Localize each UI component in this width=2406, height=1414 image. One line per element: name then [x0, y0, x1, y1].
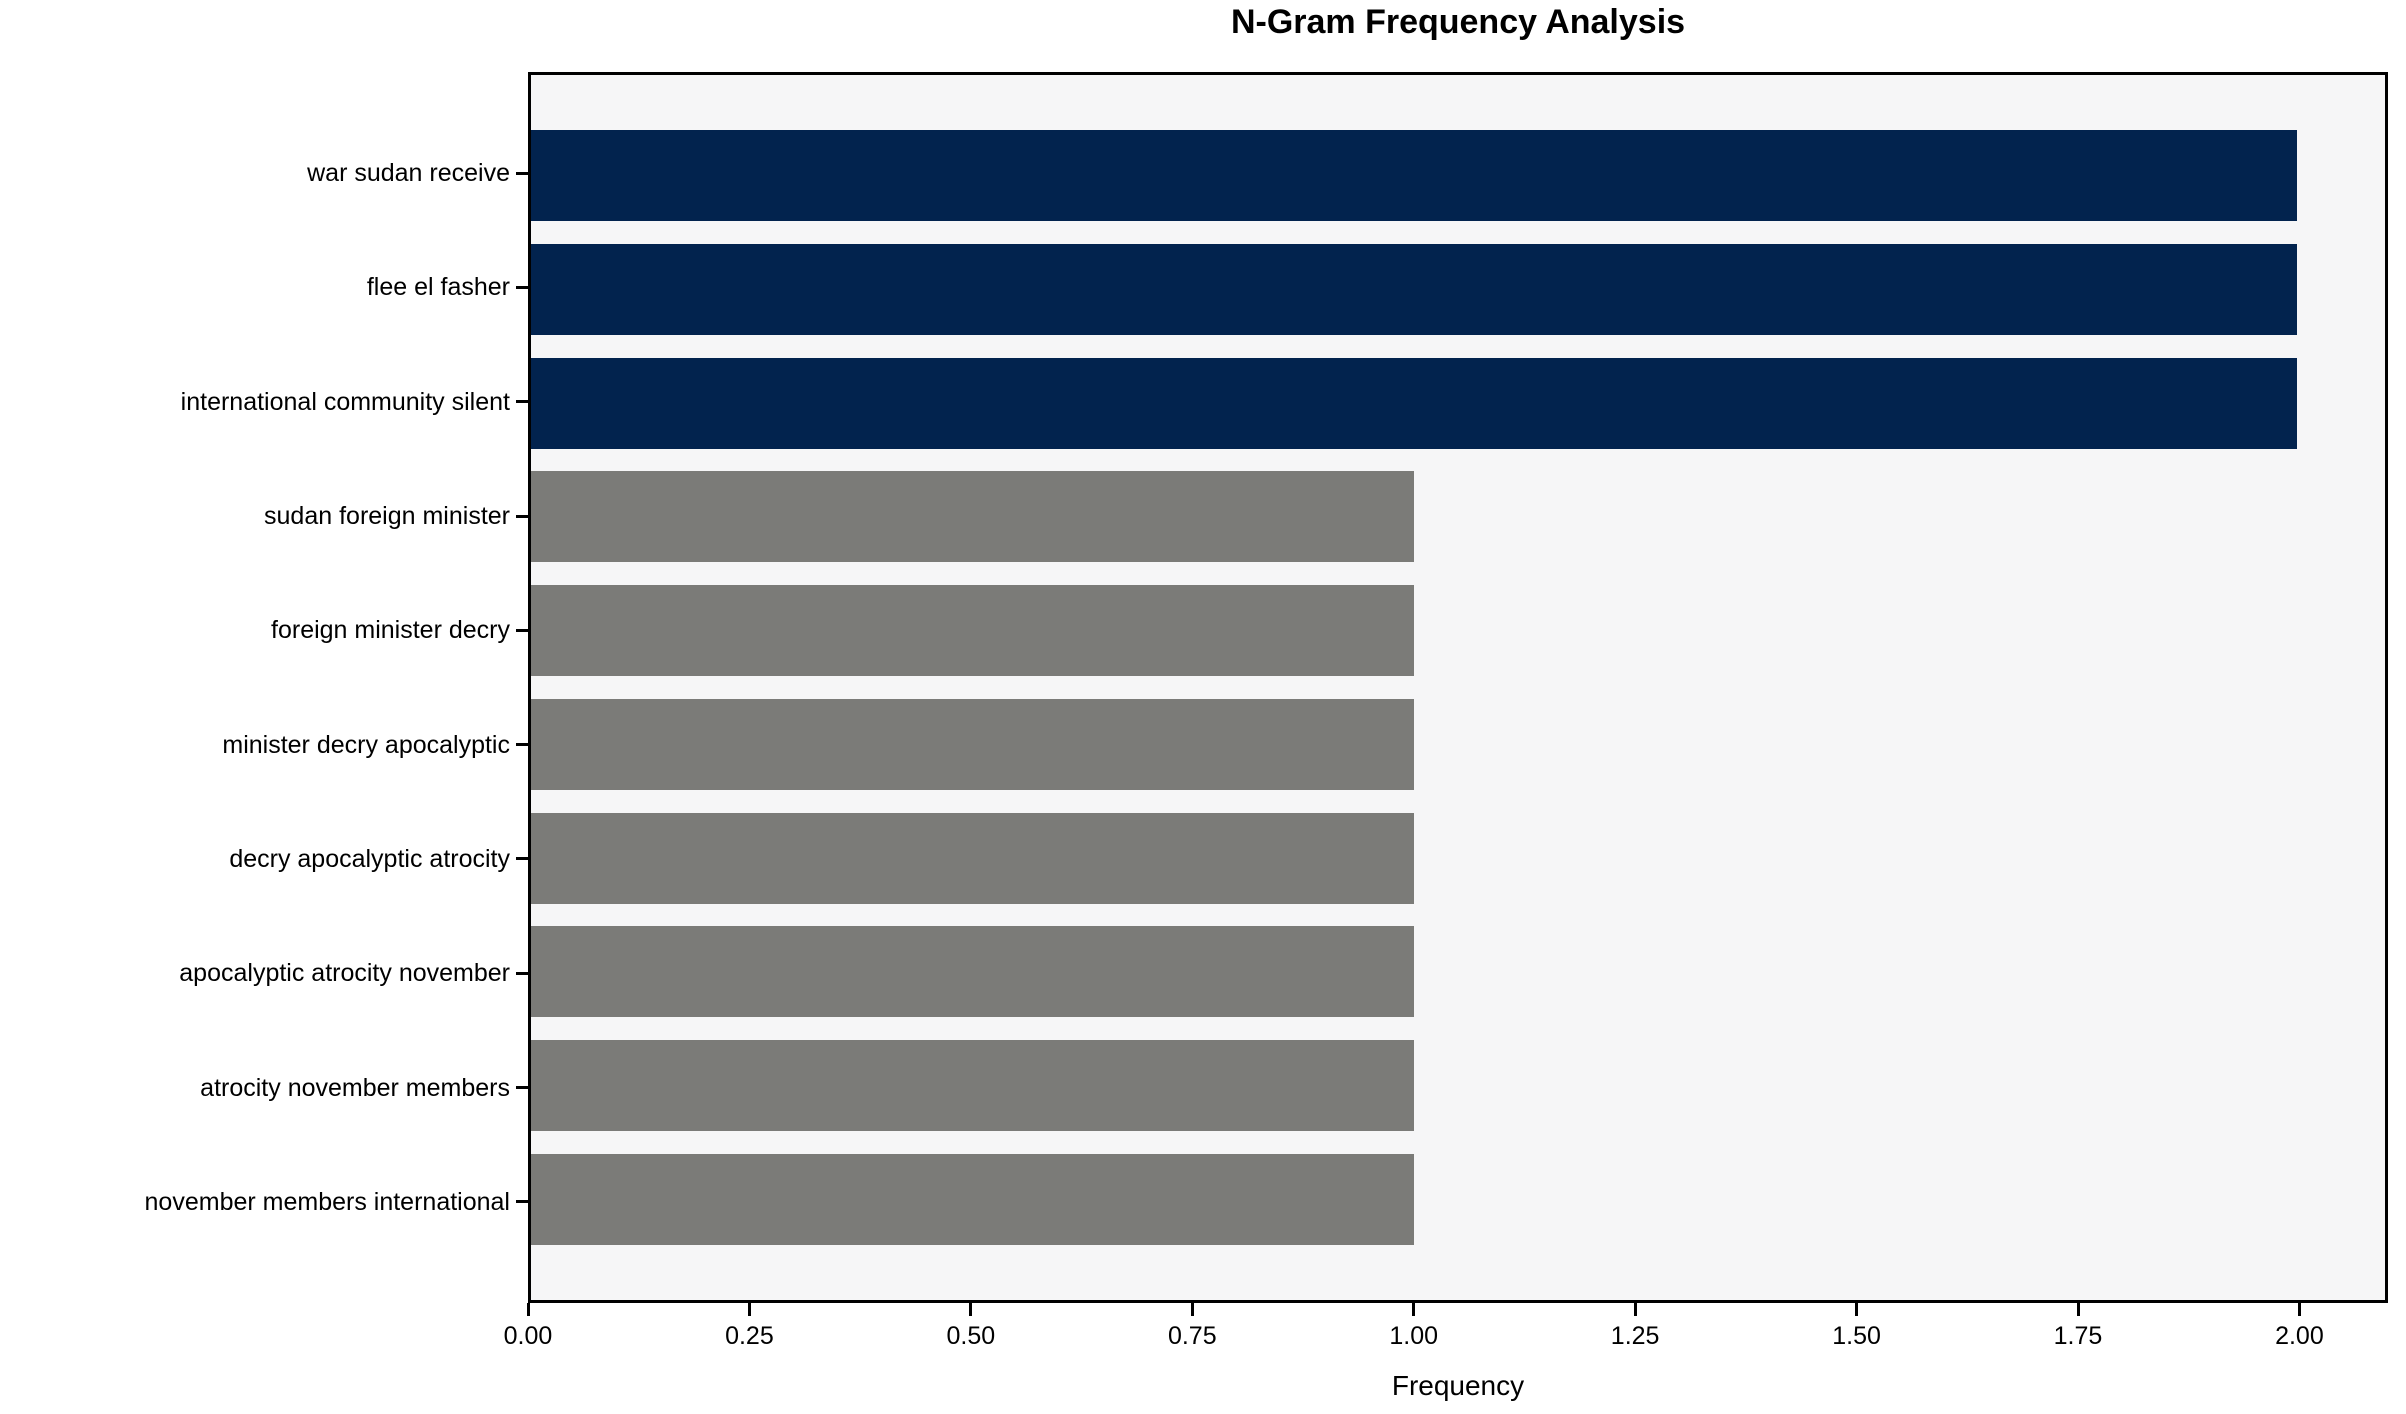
- bar-minister-decry-apocalyptic: [531, 698, 1414, 790]
- x-tick-label: 1.75: [2053, 1322, 2103, 1350]
- x-tick-mark: [1190, 1303, 1194, 1316]
- bar-row: [531, 119, 2385, 233]
- bar-row: [531, 1029, 2385, 1143]
- x-tick-mark: [747, 1303, 751, 1316]
- bar-row: [531, 1142, 2385, 1256]
- x-tick-mark: [1855, 1303, 1859, 1316]
- bar-row: [531, 688, 2385, 802]
- x-tick-label: 0.75: [1167, 1322, 1217, 1350]
- bar-row: [531, 460, 2385, 574]
- y-tick-label: apocalyptic atrocity november: [179, 959, 510, 988]
- y-tick-label: foreign minister decry: [271, 616, 510, 645]
- x-tick-label: 1.25: [1610, 1322, 1660, 1350]
- y-tick-mark: [516, 171, 528, 175]
- bar-november-members-international: [531, 1153, 1414, 1245]
- y-tick-mark: [516, 514, 528, 518]
- bar-atrocity-november-members: [531, 1040, 1414, 1131]
- y-tick-mark: [516, 400, 528, 404]
- bar-flee-el-fasher: [531, 244, 2297, 336]
- y-tick-label: minister decry apocalyptic: [222, 730, 510, 759]
- y-tick-label: november members international: [144, 1187, 510, 1216]
- bar-row: [531, 233, 2385, 347]
- bar-row: [531, 801, 2385, 915]
- y-tick-label: atrocity november members: [200, 1073, 510, 1102]
- x-axis-label: Frequency: [1391, 1370, 1525, 1401]
- y-tick-label: flee el fasher: [366, 273, 510, 302]
- x-tick-mark: [2297, 1303, 2301, 1316]
- bar-international-community-silent: [531, 357, 2297, 449]
- x-tick-label: 0.00: [503, 1322, 553, 1350]
- x-tick-mark: [969, 1303, 973, 1316]
- plot-area: [528, 72, 2388, 1303]
- x-tick-label: 0.50: [946, 1322, 996, 1350]
- bar-sudan-foreign-minister: [531, 471, 1414, 563]
- y-tick-label: sudan foreign minister: [264, 502, 510, 531]
- y-tick-label: international community silent: [180, 387, 510, 416]
- x-tick-mark: [526, 1303, 530, 1316]
- bar-row: [531, 915, 2385, 1029]
- bar-row: [531, 346, 2385, 460]
- x-tick-label: 1.50: [1832, 1322, 1881, 1350]
- y-tick-mark: [516, 971, 528, 975]
- y-tick-mark: [516, 1086, 528, 1090]
- bar-war-sudan-receive: [531, 130, 2297, 222]
- bar-row: [531, 574, 2385, 688]
- x-tick-mark: [2076, 1303, 2080, 1316]
- y-tick-mark: [516, 1200, 528, 1204]
- bars-container: [531, 119, 2385, 1256]
- y-tick-mark: [516, 628, 528, 632]
- bar-decry-apocalyptic-atrocity: [531, 812, 1414, 904]
- y-tick-mark: [516, 857, 528, 861]
- bar-foreign-minister-decry: [531, 585, 1414, 677]
- x-tick-label: 2.00: [2275, 1322, 2324, 1350]
- x-tick-label: 0.25: [725, 1322, 774, 1350]
- y-tick-label: decry apocalyptic atrocity: [229, 844, 510, 873]
- x-tick-mark: [1412, 1303, 1416, 1316]
- chart-title: N-Gram Frequency Analysis: [1230, 3, 1686, 41]
- y-tick-label: war sudan receive: [307, 159, 510, 188]
- x-tick-label: 1.00: [1389, 1322, 1439, 1350]
- y-tick-mark: [516, 285, 528, 289]
- bar-apocalyptic-atrocity-november: [531, 926, 1414, 1018]
- y-tick-mark: [516, 743, 528, 747]
- x-tick-mark: [1633, 1303, 1637, 1316]
